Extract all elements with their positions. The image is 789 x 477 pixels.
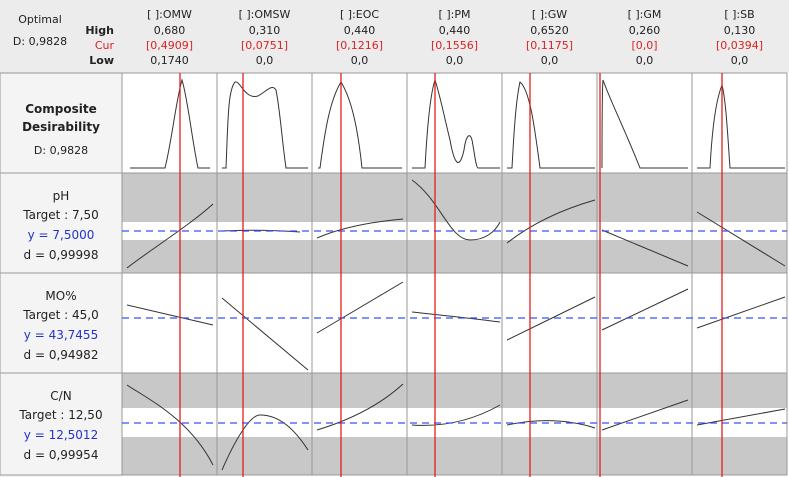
factor-name: [ ]:GW: [531, 8, 568, 21]
factor-low: 0,0: [635, 54, 654, 67]
header-bg: [0, 0, 789, 73]
response-y: y = 7,5000: [27, 228, 95, 242]
factor-cur: [0,1556]: [430, 39, 479, 52]
factor-cur: [0,4909]: [145, 39, 194, 52]
response-d: d = 0,94982: [23, 348, 99, 362]
cn-bands: [122, 373, 787, 475]
row-high: High: [85, 24, 114, 37]
factor-cur: [0,0751]: [240, 39, 289, 52]
optimal-d: D: 0,9828: [12, 35, 68, 48]
composite-name: Composite Desirability: [22, 102, 100, 134]
factor-name: [ ]:OMW: [147, 8, 192, 21]
factor-name: [ ]:EOC: [339, 8, 380, 21]
factor-name: [ ]:OMSW: [238, 8, 291, 21]
row-cur: Cur: [94, 39, 114, 52]
response-d: d = 0,99954: [23, 448, 99, 462]
label-bg: [0, 73, 122, 477]
response-target: Target : 45,0: [23, 308, 99, 322]
response-name: pH: [52, 189, 70, 203]
factor-high: 0,680: [153, 24, 186, 37]
factor-low: 0,0: [255, 54, 274, 67]
pH-bands: [122, 173, 787, 273]
response-target: Target : 12,50: [19, 408, 103, 422]
factor-high: 0,6520: [530, 24, 569, 37]
current-lines: [179, 73, 723, 477]
factor-high: 0,260: [628, 24, 661, 37]
composite-d: D: 0,9828: [33, 144, 89, 157]
response-name: MO%: [45, 289, 77, 303]
factor-high: 0,130: [723, 24, 756, 37]
factor-low: 0,0: [445, 54, 464, 67]
row-low: Low: [89, 54, 114, 67]
factor-low: 0,0: [730, 54, 749, 67]
response-y: y = 12,5012: [23, 428, 99, 442]
curves: [126, 78, 786, 471]
response-d: d = 0,99998: [23, 248, 99, 262]
factor-high: 0,440: [343, 24, 376, 37]
target-lines: [122, 230, 787, 424]
factor-cur: [0,1175]: [525, 39, 574, 52]
factor-name: [ ]:GM: [627, 8, 662, 21]
response-target: Target : 7,50: [23, 208, 99, 222]
factor-name: [ ]:SB: [724, 8, 755, 21]
factor-cur: [0,0394]: [715, 39, 764, 52]
factor-cur: [0,1216]: [335, 39, 384, 52]
factor-high: 0,310: [248, 24, 281, 37]
factor-low: 0,0: [350, 54, 369, 67]
response-y: y = 43,7455: [23, 328, 99, 342]
factor-low: 0,1740: [150, 54, 189, 67]
factor-name: [ ]:PM: [438, 8, 471, 21]
factor-cur: [0,0]: [631, 39, 658, 52]
factor-high: 0,440: [438, 24, 471, 37]
cell-borders: [0, 72, 788, 476]
optimal-label: Optimal: [18, 13, 62, 26]
factor-low: 0,0: [540, 54, 559, 67]
response-name: C/N: [50, 389, 72, 403]
